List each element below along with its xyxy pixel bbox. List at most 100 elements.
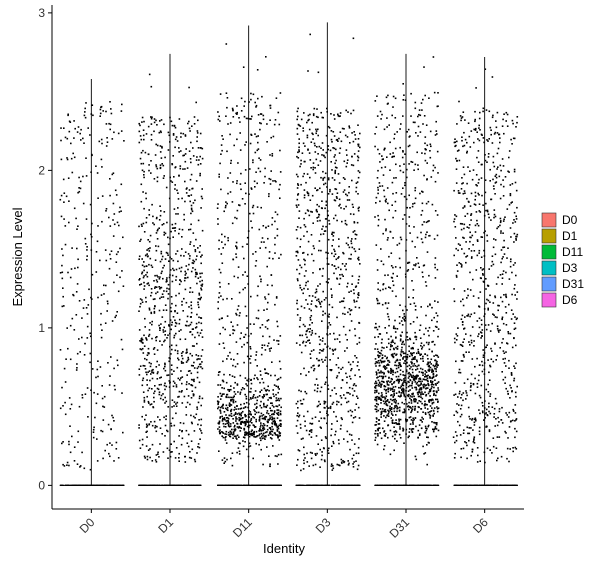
point	[155, 217, 158, 220]
point	[404, 305, 407, 308]
point	[96, 240, 99, 243]
point	[101, 484, 103, 486]
point	[142, 406, 144, 408]
point	[305, 181, 307, 184]
point	[326, 422, 328, 425]
point	[112, 235, 115, 237]
series-points-D11	[216, 43, 283, 486]
point	[280, 397, 282, 400]
point	[395, 392, 398, 394]
point	[413, 375, 416, 378]
point	[316, 299, 318, 302]
point	[325, 225, 327, 228]
point	[166, 221, 168, 224]
point	[66, 137, 69, 140]
point	[263, 395, 265, 398]
point	[336, 316, 338, 319]
point	[330, 369, 332, 372]
point	[230, 410, 232, 413]
point	[416, 359, 418, 362]
point	[357, 156, 360, 159]
point	[269, 104, 272, 107]
point	[195, 101, 197, 104]
point	[173, 424, 176, 427]
point	[260, 206, 262, 209]
point	[377, 218, 380, 221]
point	[389, 287, 392, 289]
point	[237, 305, 240, 307]
point	[407, 380, 409, 383]
point	[230, 408, 233, 411]
point	[300, 484, 302, 486]
point	[315, 158, 318, 161]
point	[310, 484, 312, 486]
point	[345, 193, 347, 196]
point	[401, 389, 403, 391]
point	[264, 389, 267, 391]
point	[70, 157, 73, 160]
point	[304, 284, 307, 287]
point	[254, 359, 257, 361]
point	[63, 192, 66, 194]
point	[226, 97, 229, 99]
point	[229, 334, 231, 336]
point	[75, 484, 77, 486]
point	[259, 415, 261, 417]
point	[183, 395, 186, 398]
point	[256, 149, 259, 152]
point	[319, 484, 321, 486]
point	[356, 468, 359, 471]
point	[174, 188, 176, 190]
point	[116, 274, 118, 276]
point	[154, 484, 156, 486]
point	[236, 324, 239, 326]
point	[190, 194, 193, 196]
point	[345, 109, 347, 112]
point	[147, 239, 149, 241]
point	[193, 361, 195, 364]
point	[341, 379, 344, 382]
point	[302, 251, 305, 254]
point	[174, 222, 177, 225]
point	[184, 135, 187, 137]
point	[162, 331, 165, 333]
point	[414, 197, 417, 200]
point	[142, 149, 144, 152]
point	[227, 424, 230, 426]
point	[416, 381, 419, 384]
point	[259, 484, 261, 486]
point	[168, 260, 170, 262]
point	[346, 376, 348, 378]
point	[266, 484, 269, 486]
point	[258, 433, 261, 435]
point	[157, 245, 160, 248]
point	[309, 199, 312, 201]
point	[167, 484, 169, 486]
point	[320, 300, 323, 303]
point	[64, 136, 67, 139]
point	[430, 410, 432, 412]
point	[218, 176, 220, 178]
point	[181, 248, 183, 250]
point	[178, 228, 181, 230]
point	[170, 364, 173, 366]
point	[357, 124, 359, 126]
point	[232, 418, 234, 420]
point	[376, 389, 378, 392]
point	[344, 134, 347, 137]
point	[83, 114, 86, 117]
point	[387, 315, 390, 318]
point	[239, 417, 241, 420]
point	[164, 339, 166, 342]
point	[319, 448, 321, 451]
point	[260, 432, 263, 435]
point	[121, 103, 123, 106]
point	[312, 168, 314, 171]
point	[196, 140, 198, 143]
point	[120, 484, 122, 486]
point	[168, 325, 170, 327]
point	[413, 484, 416, 486]
point	[169, 484, 171, 486]
point	[403, 408, 406, 411]
point	[389, 387, 391, 390]
